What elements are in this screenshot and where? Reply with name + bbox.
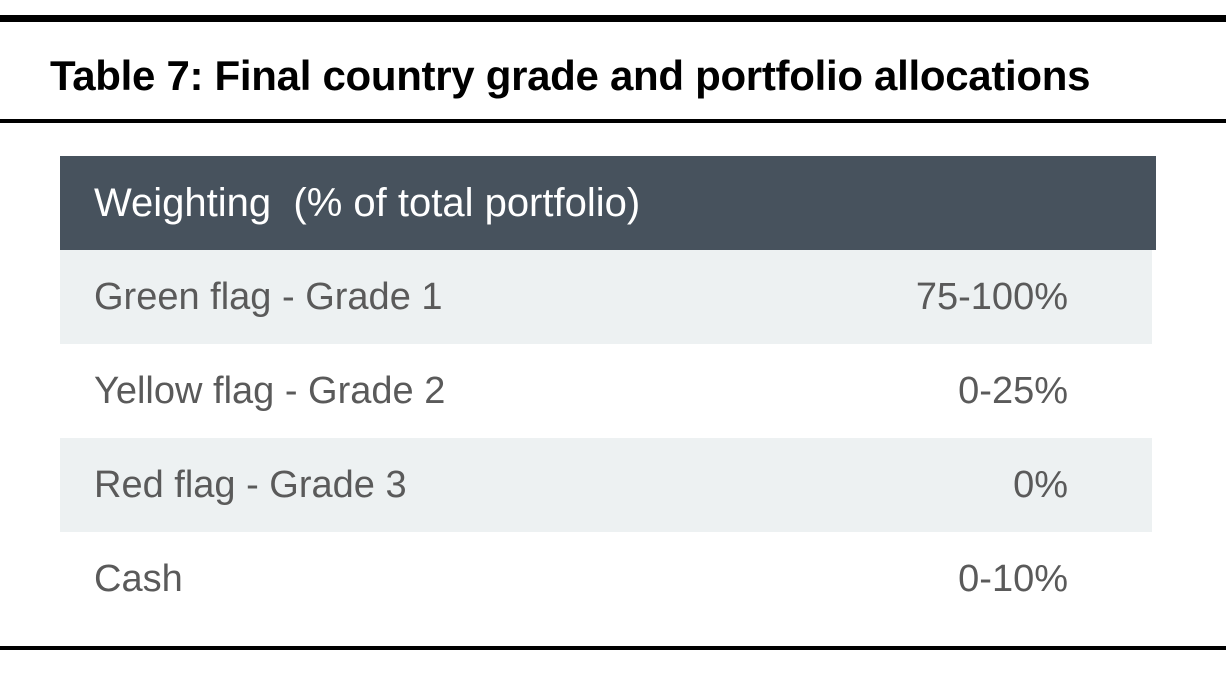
table-row: Red flag - Grade 3 0%: [60, 438, 1152, 532]
row-value: 0-10%: [958, 557, 1068, 600]
table-title: Table 7: Final country grade and portfol…: [50, 52, 1091, 99]
allocation-table: Weighting (% of total portfolio) Green f…: [60, 156, 1156, 626]
row-value: 0-25%: [958, 369, 1068, 412]
table-row: Green flag - Grade 1 75-100%: [60, 250, 1152, 344]
bottom-rule: [0, 646, 1226, 650]
row-value: 75-100%: [915, 275, 1068, 318]
row-label: Yellow flag - Grade 2: [94, 369, 446, 412]
row-label: Green flag - Grade 1: [94, 275, 443, 318]
title-underline-rule: [0, 119, 1226, 123]
row-label: Cash: [94, 557, 183, 600]
row-value: 0%: [1013, 463, 1068, 506]
top-rule: [0, 15, 1226, 22]
table-header-label: Weighting (% of total portfolio): [94, 180, 641, 225]
table-row: Yellow flag - Grade 2 0-25%: [60, 344, 1152, 438]
table-header: Weighting (% of total portfolio): [60, 156, 1156, 250]
row-label: Red flag - Grade 3: [94, 463, 407, 506]
table-row: Cash 0-10%: [60, 532, 1152, 626]
